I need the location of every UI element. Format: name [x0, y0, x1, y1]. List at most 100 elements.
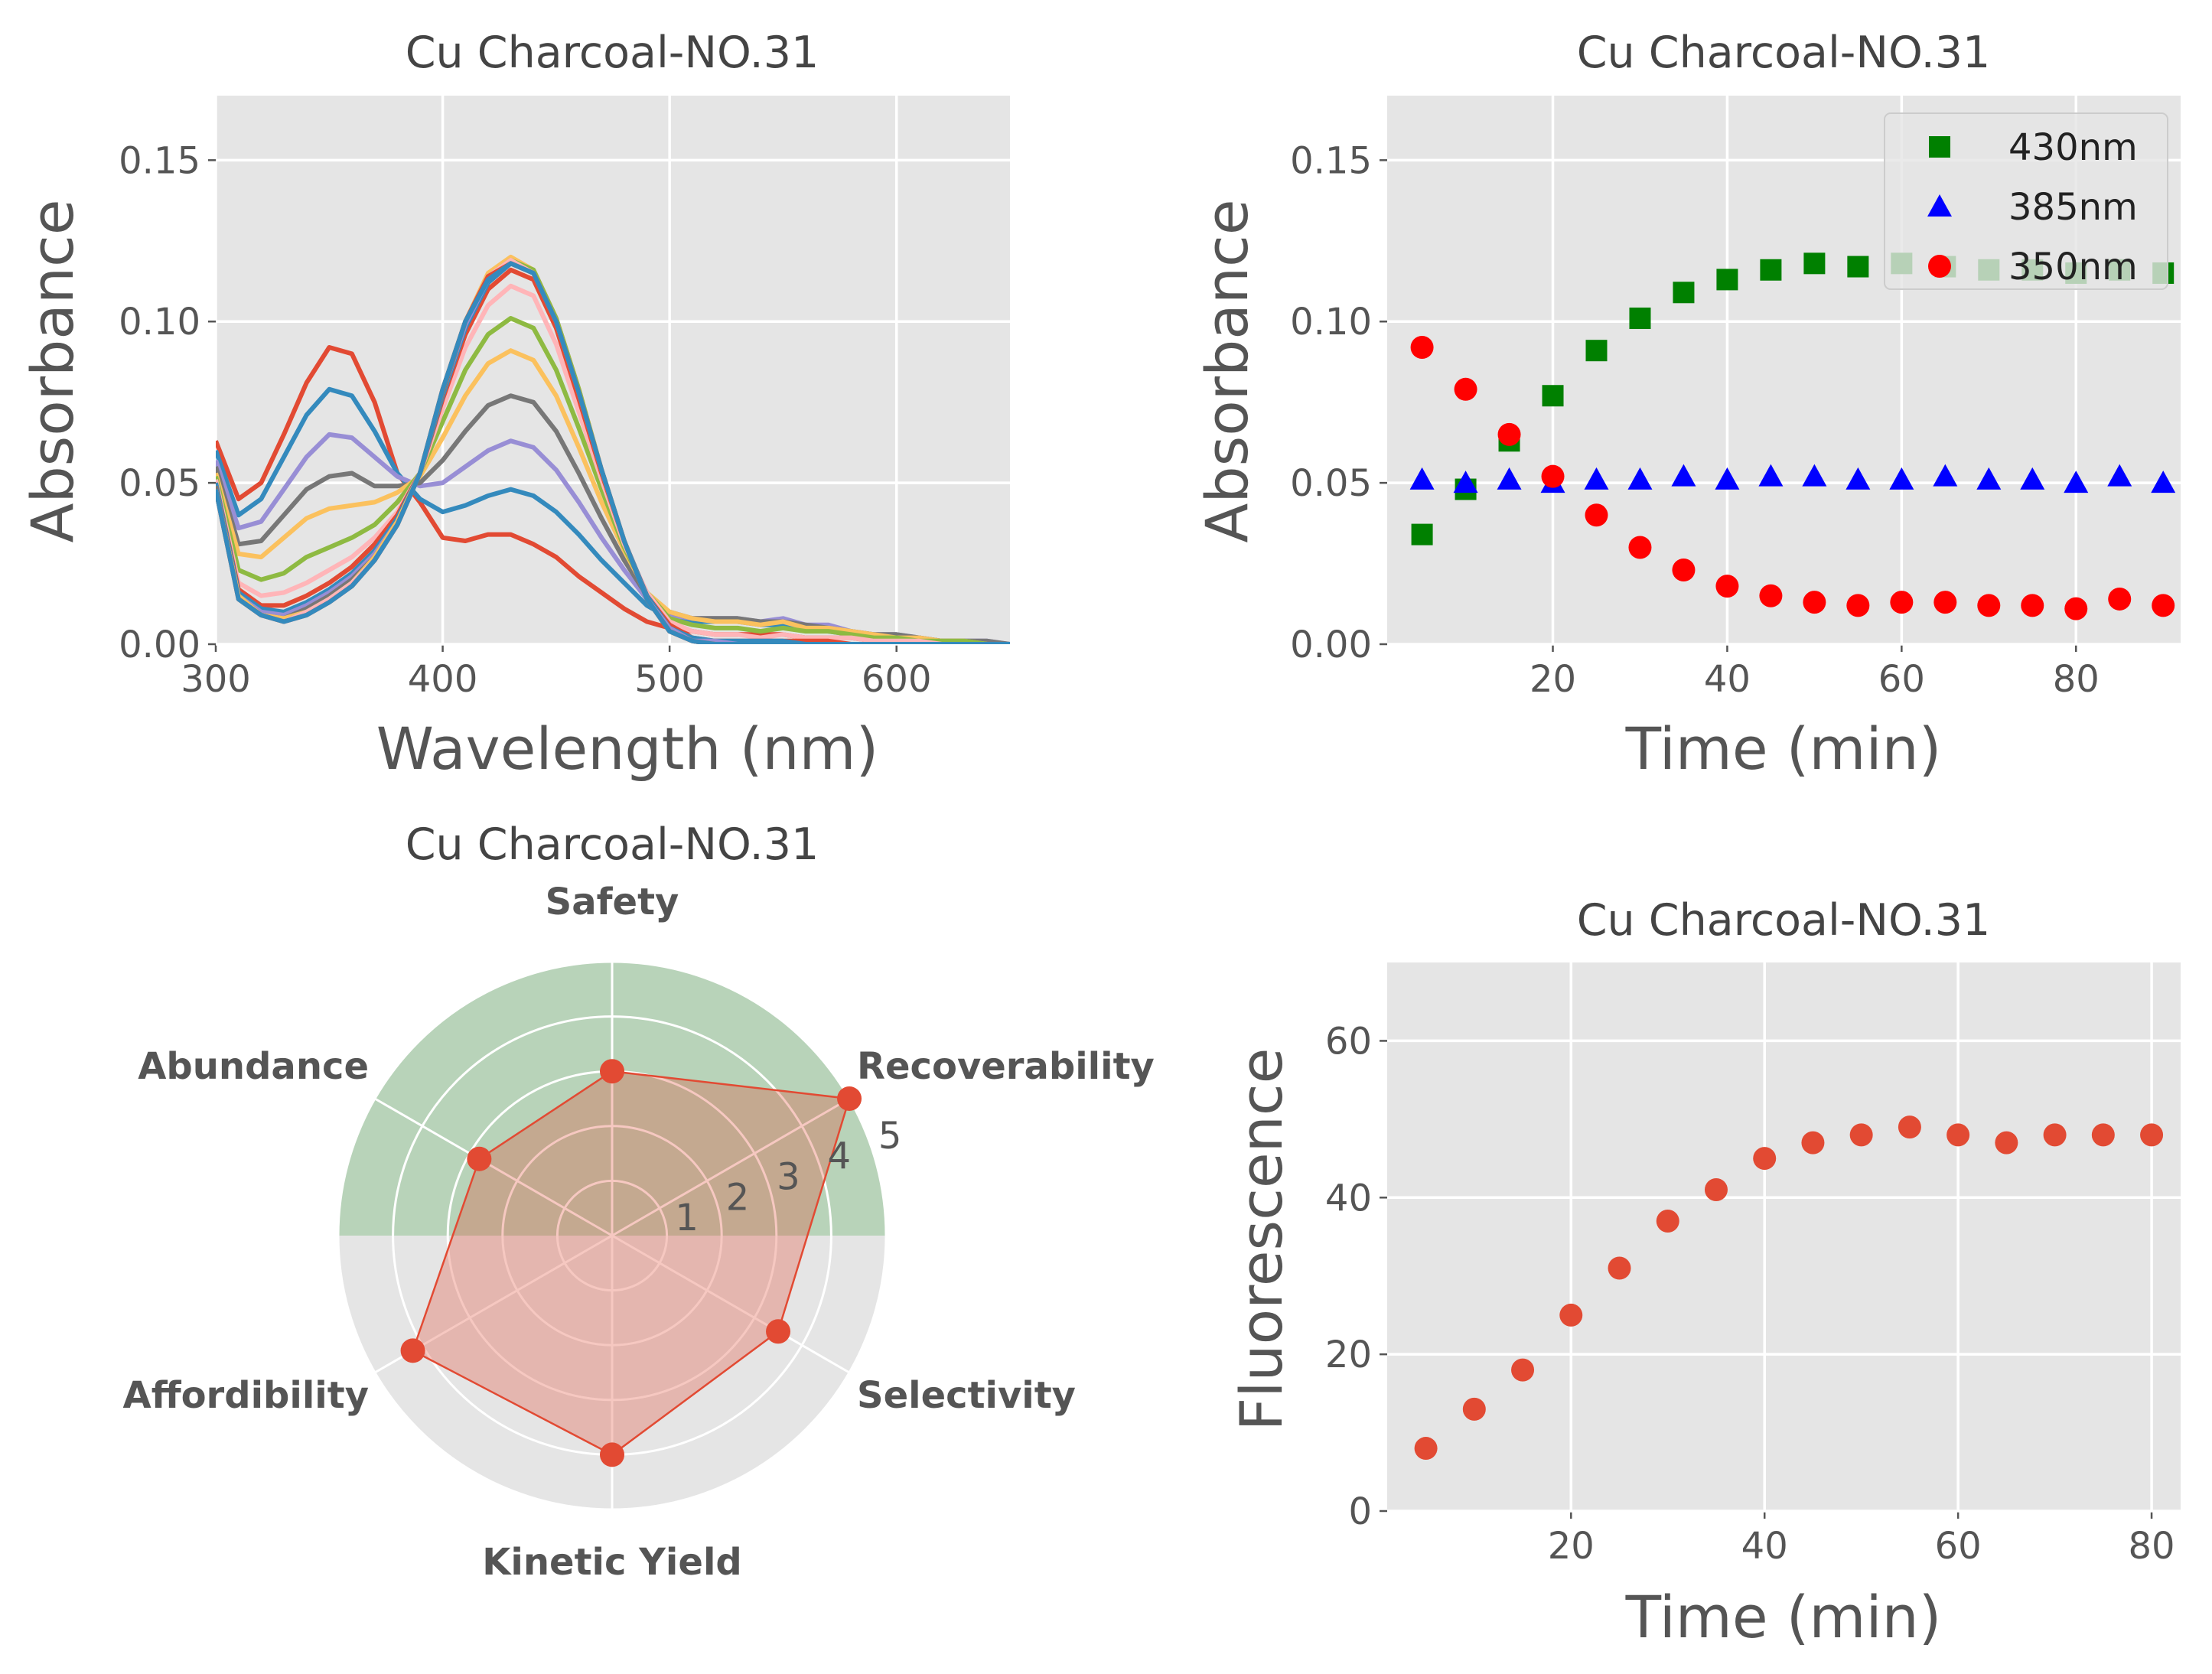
- spectra-ytick-label: 0.05: [119, 462, 200, 505]
- radar-spoke: [611, 1234, 850, 1374]
- fluorescence-point: [1995, 1131, 2018, 1155]
- point-350nm: [1977, 594, 2001, 617]
- radar-rtick-label: 4: [828, 1135, 852, 1178]
- legend-marker-350nm: [1928, 255, 1951, 278]
- fluorescence-xtick-label: 20: [1548, 1525, 1595, 1568]
- fluorescence-point: [1898, 1115, 1921, 1139]
- fluorescence-point: [1656, 1210, 1679, 1233]
- spectrum-line-t16: [216, 261, 1010, 644]
- radar-spoke: [611, 1097, 850, 1237]
- radar-category-label: Abundance: [138, 1045, 369, 1088]
- point-350nm: [2021, 594, 2044, 617]
- point-385nm: [2107, 464, 2132, 487]
- point-430nm: [1629, 308, 1651, 330]
- fluorescence-point: [2091, 1123, 2115, 1147]
- point-430nm: [1847, 256, 1869, 278]
- point-385nm: [2064, 471, 2089, 493]
- kinetics-panel: 20 40 60 800.000.050.100.15 430nm385nm350nm …: [1193, 28, 2181, 783]
- point-385nm: [1846, 467, 1871, 490]
- point-430nm: [1585, 340, 1608, 362]
- point-430nm: [1542, 385, 1564, 407]
- radar-category-label: Recoverability: [857, 1045, 1155, 1088]
- legend-marker-430nm: [1929, 136, 1950, 158]
- radar-point-recoverability: [837, 1086, 862, 1111]
- kinetics-title: Cu Charcoal-NO.31: [1577, 28, 1990, 78]
- fluorescence-point: [1608, 1256, 1631, 1280]
- point-385nm: [1758, 464, 1784, 487]
- radar-point-safety: [600, 1059, 624, 1084]
- point-350nm: [2064, 597, 2088, 620]
- point-350nm: [1672, 558, 1696, 581]
- spectra-ytick-label: 0.00: [119, 624, 200, 666]
- kinetics-ylabel: Absorbance: [1193, 199, 1261, 542]
- spectra-xtick-label: 500: [634, 658, 705, 701]
- point-350nm: [1497, 422, 1521, 446]
- kinetics-xtick-label: 60: [1878, 658, 1925, 701]
- legend-label: 430nm: [2008, 126, 2138, 169]
- spectra-ytick-label: 0.10: [119, 301, 200, 344]
- spectra-xtick-label: 600: [862, 658, 932, 701]
- kinetics-ytick-label: 0.00: [1290, 624, 1372, 666]
- point-385nm: [1976, 467, 2002, 490]
- fluorescence-point: [1462, 1397, 1486, 1421]
- kinetics-xtick-label: 80: [2053, 658, 2100, 701]
- legend-label: 385nm: [2008, 186, 2138, 229]
- fluorescence-point: [2140, 1123, 2164, 1147]
- radar-rtick-label: 5: [878, 1115, 902, 1158]
- fluorescence-point: [1849, 1123, 1873, 1147]
- fluorescence-ytick-label: 20: [1325, 1334, 1372, 1376]
- fluorescence-point: [1511, 1358, 1535, 1382]
- fluorescence-ytick-label: 60: [1325, 1020, 1372, 1063]
- point-350nm: [1890, 591, 1914, 614]
- radar-point-affordibility: [400, 1338, 425, 1363]
- legend-label: 350nm: [2008, 246, 2138, 288]
- spectra-ytick-label: 0.15: [119, 139, 200, 182]
- point-350nm: [1585, 503, 1608, 527]
- fluorescence-point: [1414, 1437, 1438, 1461]
- point-430nm: [1803, 252, 1826, 275]
- point-430nm: [1760, 259, 1782, 281]
- fluorescence-point: [1559, 1303, 1583, 1327]
- point-385nm: [1453, 471, 1478, 493]
- fluorescence-plot-area: [1387, 962, 2181, 1511]
- spectra-panel: 300 400 500 600 0.00 0.05 0.10 0.15 Cu Charcoal…: [18, 28, 1010, 783]
- kinetics-ytick-label: 0.15: [1290, 139, 1372, 182]
- point-350nm: [2108, 587, 2132, 611]
- fluorescence-xlabel: Time (min): [1625, 1583, 1942, 1651]
- fluorescence-xtick-label: 80: [2129, 1525, 2175, 1568]
- point-350nm: [1628, 536, 1652, 559]
- point-350nm: [1759, 584, 1783, 607]
- fluorescence-title: Cu Charcoal-NO.31: [1577, 895, 1990, 946]
- radar-rtick-label: 3: [777, 1156, 800, 1199]
- point-385nm: [1715, 467, 1740, 490]
- point-385nm: [1627, 467, 1653, 490]
- fluorescence-point: [1946, 1123, 1970, 1147]
- point-350nm: [1715, 575, 1739, 598]
- spectra-title: Cu Charcoal-NO.31: [406, 28, 819, 78]
- fluorescence-xtick-label: 60: [1935, 1525, 1982, 1568]
- spectrum-line-t5: [216, 348, 1010, 644]
- radar-point-kinetic-yield: [600, 1442, 624, 1467]
- fluorescence-ylabel: Fluorescence: [1227, 1048, 1295, 1431]
- point-350nm: [1410, 335, 1434, 359]
- fluorescence-point: [1753, 1147, 1777, 1171]
- point-350nm: [1933, 591, 1957, 614]
- legend-marker-385nm: [1927, 194, 1952, 217]
- radar-category-label: Kinetic Yield: [482, 1541, 742, 1584]
- point-430nm: [1716, 269, 1738, 291]
- point-385nm: [1584, 467, 1609, 490]
- spectra-plot-area: [216, 96, 1010, 644]
- radar-category-label: Affordibility: [123, 1374, 369, 1417]
- fluorescence-point: [1704, 1178, 1728, 1202]
- point-385nm: [1497, 467, 1522, 490]
- fluorescence-point: [2043, 1123, 2067, 1147]
- point-385nm: [1889, 467, 1914, 490]
- kinetics-ytick-label: 0.05: [1290, 462, 1372, 505]
- fluorescence-panel: 20 40 60 80 0 20 40 60 Cu Charcoal-NO.31 Time (…: [1227, 895, 2181, 1651]
- fluorescence-ytick-label: 0: [1348, 1490, 1372, 1533]
- legend-box: [1884, 112, 2168, 290]
- point-385nm: [2020, 467, 2045, 490]
- radar-rtick-label: 2: [726, 1176, 750, 1219]
- spectra-ylabel: Absorbance: [18, 199, 86, 542]
